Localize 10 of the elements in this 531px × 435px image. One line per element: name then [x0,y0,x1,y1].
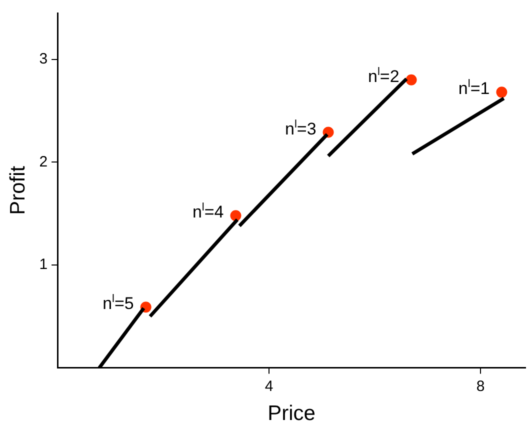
y-axis-title: Profit [6,166,30,215]
point [406,74,417,86]
point [496,86,508,98]
x-tick-label: 8 [476,378,485,395]
x-tick-label: 4 [264,378,274,395]
point [230,210,242,222]
y-tick-label: 1 [39,256,48,274]
x-axis-title: Price [268,402,316,426]
y-tick-label: 3 [39,50,48,68]
y-tick-label: 2 [39,153,48,170]
